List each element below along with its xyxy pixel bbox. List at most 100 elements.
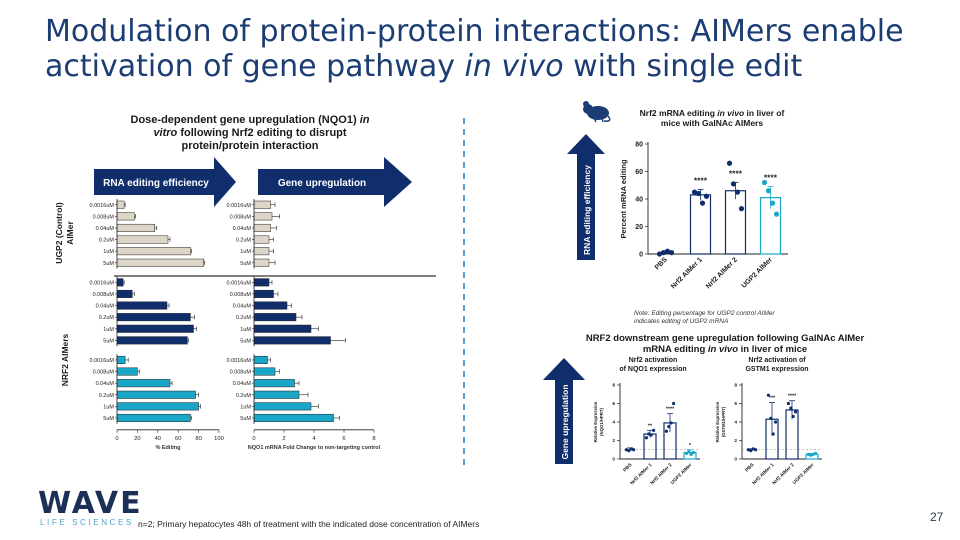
right-top-title: Nrf2 mRNA editing in vivo in liver of mi… <box>622 108 802 128</box>
rb-arrow-shape <box>543 358 585 464</box>
title-line-1: Modulation of protein-protein interactio… <box>45 14 904 49</box>
gstm1-data-point <box>794 410 798 414</box>
rt-data-point <box>730 181 737 187</box>
editing-bar <box>116 367 138 376</box>
upreg-tick-label: 0.04uM <box>233 304 252 310</box>
gstm1-subtitle-2: GSTM1 expression <box>745 366 809 373</box>
group-label-nrf2: NRF2 AIMers <box>60 333 70 386</box>
editing-x-tick-label: 20 <box>134 436 140 442</box>
nqo1-data-point <box>687 450 691 454</box>
upreg-tick-label: 1uM <box>240 249 251 255</box>
editing-note: Note: Editing percentage for UGP2 contro… <box>634 310 775 326</box>
upreg-tick-label: 0.0016uM <box>227 358 252 364</box>
upreg-bar <box>253 301 288 310</box>
editing-bar <box>116 355 126 364</box>
gstm1-data-point <box>746 448 750 452</box>
editing-tick-label: 0.2uM <box>99 238 115 244</box>
arrow-rna-editing-label: RNA editing efficiency <box>103 178 209 189</box>
nqo1-category-label: UGP2 AIMer <box>670 462 694 486</box>
upreg-bar <box>253 212 273 221</box>
nqo1-significance: * <box>689 443 692 449</box>
editing-tick-label: 5uM <box>103 338 114 344</box>
left-panel-title: Dose-dependent gene upregulation (NQO1) … <box>100 114 400 153</box>
editing-bar <box>116 278 124 287</box>
slide-title: Modulation of protein-protein interactio… <box>45 14 925 84</box>
upreg-bar <box>253 278 270 287</box>
gstm1-category-label: PBS <box>744 462 756 474</box>
editing-tick-label: 0.2uM <box>99 393 115 399</box>
rt-title-2: mice with GalNAc AIMers <box>660 118 764 128</box>
gstm1-data-point <box>751 447 755 451</box>
editing-x-tick-label: 0 <box>115 436 118 442</box>
nqo1-data-point <box>667 425 671 429</box>
rt-y-tick-label: 20 <box>635 224 643 231</box>
rt-arrow-shape <box>567 134 605 260</box>
rt-y-tick-label: 60 <box>635 169 643 176</box>
gstm1-y-tick-label: 0 <box>734 457 737 463</box>
editing-tick-label: 0.008uM <box>93 214 115 220</box>
right-bottom-title: NRF2 downstream gene upregulation follow… <box>560 333 890 355</box>
arrow-gene-upregulation <box>258 157 412 207</box>
rt-title-a: Nrf2 mRNA editing <box>639 108 718 118</box>
upreg-bar <box>253 289 274 298</box>
editing-bar <box>116 247 191 256</box>
note-line-2: indicates editing of UGP2 mRNA <box>634 318 729 325</box>
note-line-1: Note: Editing percentage for UGP2 contro… <box>634 310 775 317</box>
rt-data-point <box>668 250 675 256</box>
editing-tick-label: 0.0016uM <box>90 358 115 364</box>
rt-significance: **** <box>694 175 708 185</box>
nqo1-category-label: PBS <box>622 462 634 474</box>
gstm1-significance: **** <box>788 394 797 400</box>
left-title-part-3: protein/protein interaction <box>181 140 319 152</box>
editing-tick-label: 0.008uM <box>93 370 115 376</box>
company-logo-sub: LIFE SCIENCES <box>40 518 134 527</box>
upreg-tick-label: 5uM <box>240 338 251 344</box>
editing-bar <box>116 413 191 422</box>
title-line-2-a: activation of gene pathway <box>45 49 465 84</box>
editing-bar <box>116 379 171 388</box>
nqo1-data-point <box>624 448 628 452</box>
left-title-italic-1: in <box>359 114 370 126</box>
rt-category-label: UGP2 AIMer <box>741 256 775 290</box>
nqo1-y-tick-label: 8 <box>612 383 615 389</box>
editing-tick-label: 1uM <box>103 327 114 333</box>
upreg-x-tick-label: 2 <box>282 436 285 442</box>
upreg-bar <box>253 402 312 411</box>
rt-data-point <box>703 193 710 199</box>
rt-category-label: Nrf2 AIMer 1 <box>670 256 704 290</box>
editing-bar <box>116 212 135 221</box>
upreg-tick-label: 0.008uM <box>230 292 252 298</box>
left-arrows: RNA editing efficiency Gene upregulation <box>94 157 412 207</box>
upreg-tick-label: 0.2uM <box>236 393 252 399</box>
nqo1-data-point <box>629 447 633 451</box>
arrow-gene-upregulation-label: Gene upregulation <box>278 178 366 189</box>
nqo1-data-point <box>664 429 668 433</box>
nqo1-data-point <box>669 421 673 425</box>
upreg-tick-label: 5uM <box>240 261 251 267</box>
editing-bar <box>116 313 191 322</box>
rb-title-2b: in liver of mice <box>738 344 808 355</box>
gstm1-data-point <box>774 420 778 424</box>
rt-data-point <box>695 190 702 197</box>
upreg-tick-label: 0.2uM <box>236 238 252 244</box>
editing-tick-label: 1uM <box>103 249 114 255</box>
upreg-tick-label: 0.008uM <box>230 370 252 376</box>
upreg-bar <box>253 367 276 376</box>
mouse-icon <box>583 101 611 123</box>
editing-tick-label: 0.04uM <box>96 304 115 310</box>
rt-arrow-label: RNA editing efficiency <box>582 165 592 255</box>
gstm1-data-point <box>769 416 773 420</box>
upregulation-bar-chart: 0.0016uM 0.008uM 0.04uM 0.2uM 1uM 5uM 0.0016uM… <box>227 199 381 451</box>
nqo1-data-point <box>652 428 656 432</box>
upreg-bar <box>253 258 270 267</box>
nqo1-data-point <box>672 401 676 406</box>
rb-arrow-label: Gene upregulation <box>560 384 570 459</box>
gstm1-data-point <box>814 451 818 456</box>
gstm1-y-label-1: Relative Expression <box>715 401 720 442</box>
gstm1-data-point <box>789 406 793 410</box>
upreg-bar <box>253 235 270 244</box>
gstm1-y-tick-label: 8 <box>734 383 737 389</box>
rt-y-tick-label: 0 <box>639 251 643 258</box>
gstm1-data-point <box>754 448 758 452</box>
